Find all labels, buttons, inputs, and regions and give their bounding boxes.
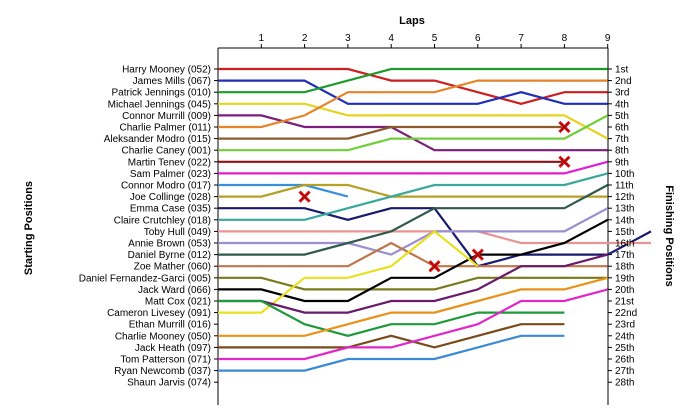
starting-position-label: Charlie Palmer (011) <box>119 123 211 134</box>
starting-position-label: Claire Crutchley (018) <box>114 215 211 226</box>
series-line <box>218 184 609 256</box>
starting-position-label: Michael Jennings (045) <box>108 99 211 110</box>
series-line <box>218 288 608 361</box>
series-line <box>218 253 608 314</box>
series-line <box>218 323 565 349</box>
series-line <box>218 160 608 175</box>
starting-position-label: Jack Heath (097) <box>135 343 211 354</box>
starting-position-label: Tom Patterson (071) <box>120 355 211 366</box>
starting-position-label: Charlie Mooney (050) <box>115 331 211 342</box>
x-tick-label: 4 <box>388 33 394 44</box>
finishing-position-label: 9th <box>615 157 629 168</box>
finishing-position-label: 12th <box>615 192 634 203</box>
starting-position-label: Martin Tenev (022) <box>128 157 211 168</box>
series-line <box>218 229 479 314</box>
starting-position-label: Connor Modro (017) <box>121 181 211 192</box>
retirement-marker <box>471 248 484 261</box>
labels-layer: 1 2 3 4 5 6 7 8 9 Harry Mooney (052)James Mills (… <box>79 33 638 389</box>
starting-position-label: Patrick Jennings (010) <box>112 88 212 99</box>
retirement-marker <box>558 155 571 168</box>
finishing-position-label: 27th <box>615 366 634 377</box>
axes-layer <box>214 44 612 405</box>
starting-position-label: Jack Ward (066) <box>138 285 211 296</box>
y-right-axis-title: Finishing Positions <box>663 185 675 286</box>
series-line <box>218 125 565 140</box>
finishing-position-label: 1st <box>615 65 629 76</box>
x-tick-label: 3 <box>345 33 351 44</box>
series-line <box>218 183 608 198</box>
finishing-position-label: 17th <box>615 250 634 261</box>
starting-position-label: Ryan Newcomb (037) <box>114 366 211 377</box>
series-line <box>218 276 608 337</box>
finishing-position-label: 2nd <box>615 76 632 87</box>
series-line <box>218 114 609 152</box>
starting-position-label: Toby Hull (049) <box>144 227 211 238</box>
finishing-position-label: 11th <box>615 181 634 192</box>
finishing-position-label: 22nd <box>615 308 637 319</box>
series-layer <box>218 67 652 372</box>
x-tick-label: 7 <box>518 33 524 44</box>
starting-position-label: Cameron Livesey (091) <box>107 308 211 319</box>
finishing-position-label: 18th <box>615 262 634 273</box>
finishing-position-label: 20th <box>615 285 634 296</box>
x-tick-label: 2 <box>302 33 308 44</box>
series-line <box>218 67 608 94</box>
series-line <box>218 299 565 337</box>
x-axis-title: Laps <box>399 15 425 27</box>
finishing-position-label: 8th <box>615 146 629 157</box>
x-tick-label: 5 <box>432 33 438 44</box>
starting-position-label: Connor Murrill (009) <box>122 111 211 122</box>
series-line <box>218 79 608 129</box>
starting-position-label: Zoe Mather (060) <box>134 262 211 273</box>
finishing-position-label: 14th <box>615 215 634 226</box>
finishing-position-label: 16th <box>615 239 634 250</box>
finishing-position-label: 7th <box>615 134 629 145</box>
x-tick-label: 8 <box>562 33 568 44</box>
series-line <box>218 172 608 221</box>
finishing-position-label: 3rd <box>615 88 629 99</box>
starting-position-label: Annie Brown (053) <box>128 239 211 250</box>
starting-position-label: Aleksander Modro (015) <box>104 134 211 145</box>
starting-position-label: Matt Cox (021) <box>145 297 211 308</box>
starting-position-label: Daniel Byrne (012) <box>128 250 211 261</box>
series-line <box>218 207 609 256</box>
finishing-position-label: 28th <box>615 378 634 389</box>
retirement-marker <box>558 120 571 134</box>
series-line <box>218 102 609 140</box>
series-line <box>218 183 349 198</box>
starting-position-label: Daniel Fernandez-Garci (005) <box>79 273 211 284</box>
starting-position-label: James Mills (067) <box>133 76 211 87</box>
finishing-position-label: 19th <box>615 273 634 284</box>
x-tick-label: 6 <box>475 33 481 44</box>
series-line <box>218 276 608 291</box>
retirement-marker <box>298 190 311 203</box>
finishing-position-label: 10th <box>615 169 634 180</box>
retirement-marker <box>428 260 441 273</box>
finishing-position-label: 15th <box>615 227 634 238</box>
finishing-position-label: 21st <box>615 297 634 308</box>
finishing-position-label: 24th <box>615 331 634 342</box>
series-line <box>218 334 565 372</box>
finishing-position-label: 6th <box>615 123 629 134</box>
finishing-position-label: 13th <box>615 204 634 215</box>
finishing-position-label: 4th <box>615 99 629 110</box>
y-left-axis-title: Starting Positions <box>23 181 35 275</box>
starting-position-label: Emma Case (035) <box>130 204 211 215</box>
finishing-position-label: 25th <box>615 343 634 354</box>
series-line <box>218 79 608 105</box>
x-tick-label: 9 <box>605 33 611 44</box>
finishing-position-label: 5th <box>615 111 629 122</box>
starting-position-label: Charlie Caney (001) <box>122 146 212 157</box>
retirement-markers-layer <box>298 120 571 273</box>
starting-position-label: Ethan Murrill (016) <box>129 320 211 331</box>
starting-position-label: Shaun Jarvis (074) <box>127 378 211 389</box>
finishing-position-label: 26th <box>615 355 634 366</box>
finishing-position-label: 23rd <box>615 320 635 331</box>
starting-position-label: Joe Collinge (028) <box>130 192 211 203</box>
starting-position-label: Harry Mooney (052) <box>122 65 211 76</box>
starting-position-label: Sam Palmer (023) <box>130 169 211 180</box>
x-tick-label: 1 <box>259 33 265 44</box>
